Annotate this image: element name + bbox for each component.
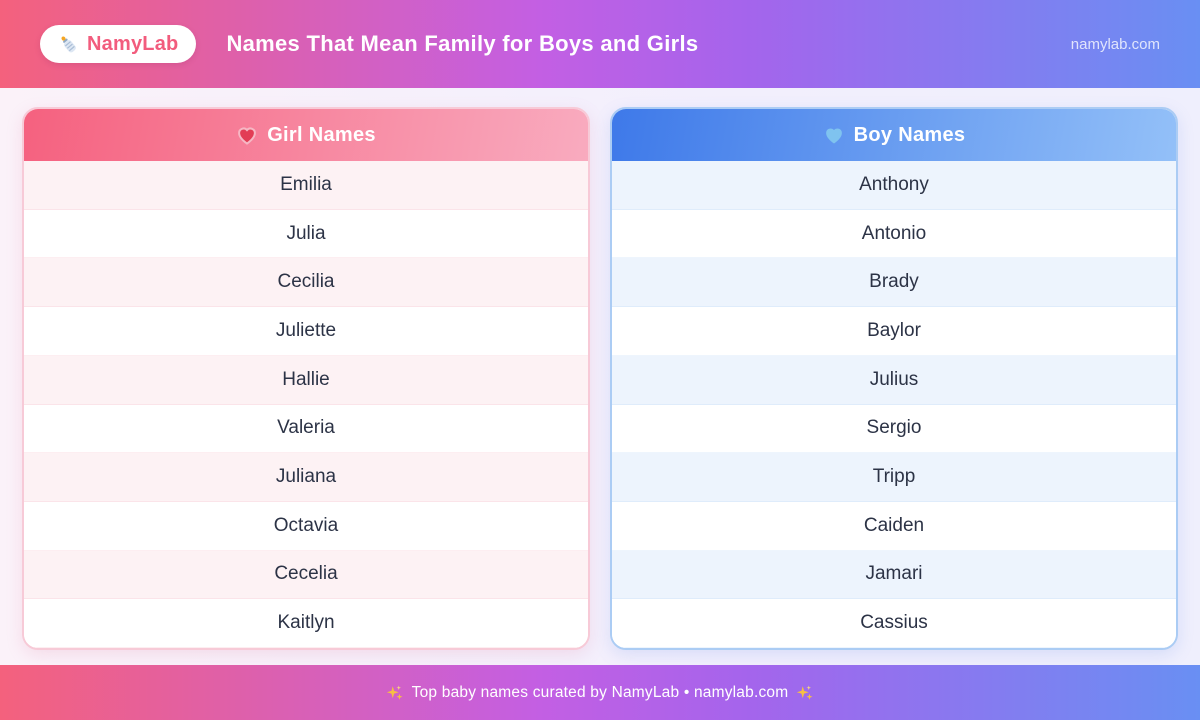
girl-name-row: Julia xyxy=(24,209,588,259)
girl-name-row: Hallie xyxy=(24,355,588,405)
boy-names-card: Boy Names Anthony Antonio Brady Baylor J… xyxy=(610,107,1178,650)
boy-names-list: Anthony Antonio Brady Baylor Julius Serg… xyxy=(612,161,1176,648)
logo-text: NamyLab xyxy=(87,32,179,55)
boy-name-row: Tripp xyxy=(612,453,1176,502)
girl-name-row: Octavia xyxy=(24,501,588,551)
sparkles-icon xyxy=(796,684,814,702)
blue-heart-icon xyxy=(823,124,845,146)
boy-name-row: Sergio xyxy=(612,404,1176,454)
site-url[interactable]: namylab.com xyxy=(1070,35,1160,53)
boy-name-row: Antonio xyxy=(612,209,1176,259)
bottom-banner: Top baby names curated by NamyLab • namy… xyxy=(0,665,1200,720)
girl-name-row: Cecelia xyxy=(24,550,588,600)
pink-heart-icon xyxy=(236,124,258,146)
girl-names-header: Girl Names xyxy=(24,109,588,161)
sparkles-icon xyxy=(386,684,404,702)
girl-names-list: Emilia Julia Cecilia Juliette Hallie Val… xyxy=(24,161,588,648)
girl-name-row: Cecilia xyxy=(24,258,588,308)
boy-name-row: Anthony xyxy=(612,161,1176,210)
boy-name-row: Brady xyxy=(612,258,1176,308)
boy-name-row: Jamari xyxy=(612,550,1176,600)
girl-names-title: Girl Names xyxy=(267,123,376,146)
boy-name-row: Julius xyxy=(612,355,1176,405)
namylab-logo-pill[interactable]: NamyLab xyxy=(40,25,197,63)
girl-name-row: Emilia xyxy=(24,161,588,210)
girl-name-row: Kaitlyn xyxy=(24,599,588,648)
girl-names-card: Girl Names Emilia Julia Cecilia Juliette… xyxy=(22,107,590,650)
baby-bottle-icon xyxy=(58,34,79,55)
girl-name-row: Juliana xyxy=(24,453,588,502)
girl-name-row: Valeria xyxy=(24,404,588,454)
girl-name-row: Juliette xyxy=(24,307,588,356)
top-banner: NamyLab Names That Mean Family for Boys … xyxy=(0,0,1200,88)
footer-text: Top baby names curated by NamyLab • namy… xyxy=(411,683,789,701)
boy-name-row: Baylor xyxy=(612,307,1176,356)
boy-names-header: Boy Names xyxy=(612,109,1176,161)
page-title: Names That Mean Family for Boys and Girl… xyxy=(226,31,699,56)
content-area: Girl Names Emilia Julia Cecilia Juliette… xyxy=(0,88,1200,665)
boy-name-row: Cassius xyxy=(612,599,1176,648)
boy-names-title: Boy Names xyxy=(853,123,966,146)
boy-name-row: Caiden xyxy=(612,501,1176,551)
